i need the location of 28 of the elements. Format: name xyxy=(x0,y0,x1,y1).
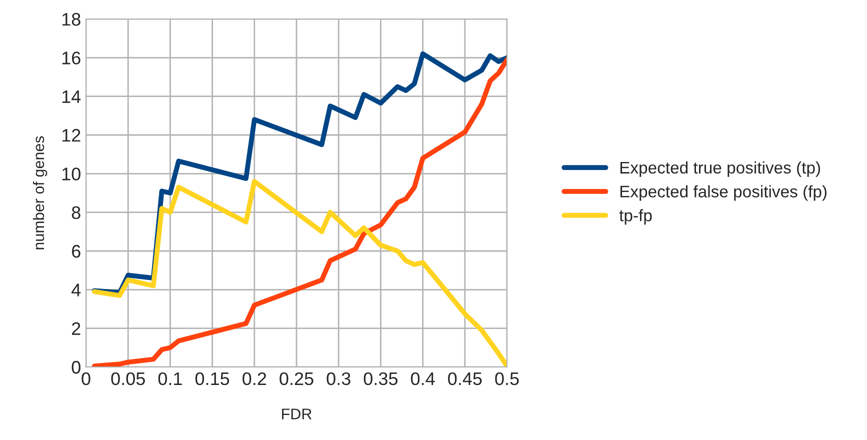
y-tick-label: 18 xyxy=(62,12,80,26)
legend-label: Expected false positives (fp) xyxy=(620,185,826,201)
x-tick-label: 0.05 xyxy=(111,372,145,386)
y-tick-label: 16 xyxy=(62,52,80,64)
y-tick-label: 0 xyxy=(72,360,80,374)
x-tick-label: 0.25 xyxy=(280,372,314,386)
x-tick-label: 0.45 xyxy=(448,372,482,386)
y-tick-label: 10 xyxy=(62,168,80,180)
x-tick-label: 0.5 xyxy=(495,372,519,386)
x-axis-title: FDR xyxy=(282,408,312,420)
x-tick-label: 0.3 xyxy=(326,372,350,386)
y-tick-label: 6 xyxy=(72,244,80,258)
y-axis-title: number of genes xyxy=(32,136,48,250)
y-tick-label: 2 xyxy=(72,322,80,335)
y-tick-label: 14 xyxy=(62,90,81,103)
y-tick-label: 12 xyxy=(62,128,80,142)
line-series xyxy=(92,57,507,367)
x-tick-label: 0.4 xyxy=(410,372,435,386)
y-tick-label: 8 xyxy=(72,206,80,220)
x-tick-label: 0.35 xyxy=(364,372,398,386)
legend-label: tp-fp xyxy=(619,209,652,225)
y-tick-label: 4 xyxy=(72,284,81,296)
x-tick-label: 0.1 xyxy=(158,372,182,386)
x-tick-label: 0.2 xyxy=(242,372,266,386)
x-tick-label: 0 xyxy=(82,372,90,386)
x-tick-label: 0.15 xyxy=(195,372,230,386)
legend-label: Expected true positives (tp) xyxy=(620,161,820,177)
line-series xyxy=(92,178,507,367)
